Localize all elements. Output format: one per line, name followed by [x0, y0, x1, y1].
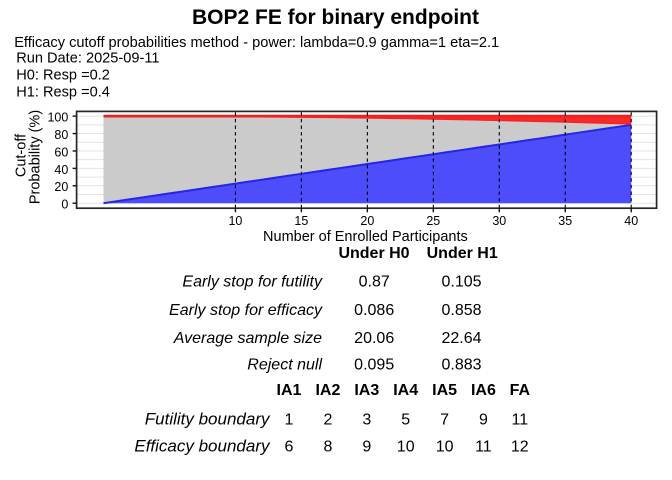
svg-text:35: 35	[558, 214, 572, 228]
svg-text:Early stop for futility: Early stop for futility	[182, 274, 323, 291]
svg-text:8: 8	[323, 439, 332, 456]
svg-text:20: 20	[360, 214, 374, 228]
svg-text:25: 25	[426, 214, 440, 228]
svg-text:0.883: 0.883	[441, 356, 481, 373]
svg-text:9: 9	[362, 439, 371, 456]
svg-text:Run Date: 2025-09-11: Run Date: 2025-09-11	[16, 50, 159, 66]
svg-text:Reject null: Reject null	[247, 356, 322, 373]
svg-text:20: 20	[54, 180, 68, 194]
svg-text:80: 80	[54, 128, 68, 142]
svg-text:5: 5	[401, 411, 410, 428]
svg-text:Cut-off: Cut-off	[14, 133, 30, 177]
svg-text:11: 11	[511, 411, 528, 428]
svg-text:10: 10	[397, 439, 415, 456]
svg-text:BOP2 FE for binary endpoint: BOP2 FE for binary endpoint	[192, 6, 479, 29]
svg-text:40: 40	[624, 214, 638, 228]
svg-text:0.086: 0.086	[354, 302, 394, 319]
svg-text:7: 7	[440, 411, 449, 428]
svg-text:Probability (%): Probability (%)	[27, 110, 43, 204]
svg-text:1: 1	[285, 411, 294, 428]
svg-text:IA2: IA2	[315, 382, 340, 399]
svg-text:Under H1: Under H1	[427, 245, 498, 262]
svg-text:100: 100	[47, 111, 68, 125]
svg-text:FA: FA	[510, 382, 531, 399]
svg-text:Average sample size: Average sample size	[173, 330, 322, 347]
svg-text:22.64: 22.64	[441, 330, 481, 347]
svg-text:15: 15	[294, 214, 308, 228]
svg-text:0.095: 0.095	[354, 356, 394, 373]
svg-text:11: 11	[475, 439, 492, 456]
svg-text:Number of Enrolled Participant: Number of Enrolled Participants	[263, 229, 468, 245]
svg-text:6: 6	[285, 439, 294, 456]
svg-text:12: 12	[511, 439, 529, 456]
svg-text:3: 3	[362, 411, 371, 428]
svg-text:IA6: IA6	[471, 382, 496, 399]
svg-text:10: 10	[228, 214, 242, 228]
svg-text:0.858: 0.858	[441, 302, 481, 319]
svg-text:2: 2	[323, 411, 332, 428]
svg-text:0.87: 0.87	[359, 274, 390, 291]
svg-text:9: 9	[479, 411, 488, 428]
svg-text:H1: Resp =0.4: H1: Resp =0.4	[16, 85, 110, 101]
svg-text:Futility boundary: Futility boundary	[145, 409, 271, 428]
svg-text:Efficacy cutoff probabilities: Efficacy cutoff probabilities method - p…	[14, 35, 499, 51]
svg-text:Efficacy boundary: Efficacy boundary	[134, 437, 271, 456]
svg-text:30: 30	[492, 214, 506, 228]
svg-text:IA1: IA1	[277, 382, 302, 399]
svg-text:IA4: IA4	[393, 382, 418, 399]
svg-text:20.06: 20.06	[354, 330, 394, 347]
svg-text:60: 60	[54, 145, 68, 159]
svg-text:0: 0	[61, 198, 68, 212]
svg-text:Under H0: Under H0	[338, 245, 409, 262]
svg-text:10: 10	[436, 439, 454, 456]
svg-text:0.105: 0.105	[441, 274, 481, 291]
svg-text:IA3: IA3	[354, 382, 379, 399]
svg-text:40: 40	[54, 163, 68, 177]
svg-text:IA5: IA5	[432, 382, 457, 399]
svg-text:Early stop for efficacy: Early stop for efficacy	[169, 302, 323, 319]
svg-text:H0: Resp =0.2: H0: Resp =0.2	[16, 68, 110, 84]
